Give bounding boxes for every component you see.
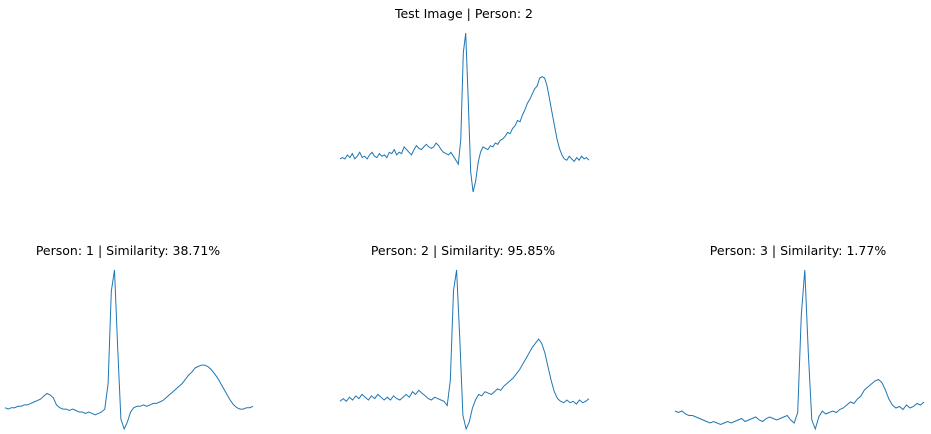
ecg-line-person-3 [674, 269, 925, 431]
ecg-line-test [339, 32, 590, 193]
panel-title-test: Test Image | Person: 2 [394, 6, 534, 21]
panel-title-person-2: Person: 2 | Similarity: 95.85% [370, 243, 556, 258]
ecg-line-person-1 [4, 269, 254, 431]
ecg-line-person-2 [339, 269, 590, 431]
panel-title-person-1: Person: 1 | Similarity: 38.71% [35, 243, 221, 258]
panel-title-person-3: Person: 3 | Similarity: 1.77% [709, 243, 887, 258]
